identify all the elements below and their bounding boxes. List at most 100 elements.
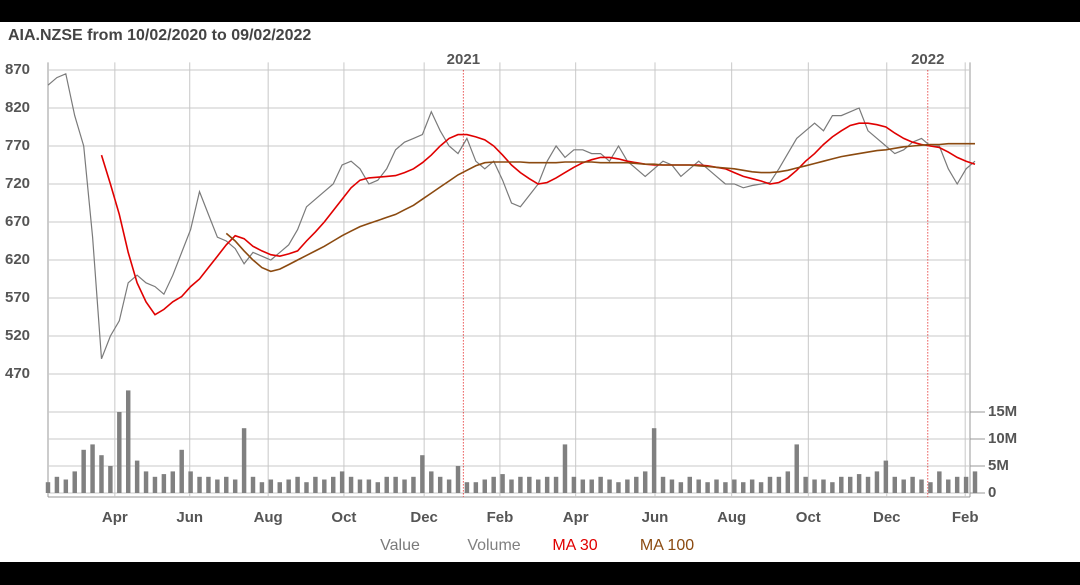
volume-bar xyxy=(188,471,193,493)
x-tick-label: Apr xyxy=(102,509,128,526)
x-tick-label: Apr xyxy=(563,509,589,526)
volume-bar xyxy=(500,474,505,493)
volume-bar xyxy=(375,482,381,493)
volume-bar xyxy=(446,479,452,493)
volume-bar xyxy=(72,471,77,493)
volume-bar xyxy=(152,476,158,493)
volume-bar xyxy=(580,479,586,493)
y-tick-label: 670 xyxy=(5,213,30,230)
volume-bar xyxy=(687,476,692,493)
year-label: 2022 xyxy=(911,51,944,68)
volume-bar xyxy=(357,479,363,493)
volume-bar xyxy=(660,476,666,493)
volume-bar xyxy=(954,476,960,493)
y-tick-label: 720 xyxy=(5,175,30,192)
volume-bar xyxy=(339,471,345,493)
volume-bar xyxy=(108,466,113,493)
x-tick-label: Jun xyxy=(642,509,669,526)
volume-bar xyxy=(268,479,274,493)
volume-bar xyxy=(830,482,835,493)
volume-bar xyxy=(946,479,951,493)
volume-bar xyxy=(179,449,184,493)
volume-bar xyxy=(669,479,675,493)
volume-bar xyxy=(366,479,372,493)
volume-bar xyxy=(197,476,202,493)
volume-bar xyxy=(117,412,122,493)
legend-entry: Volume xyxy=(467,537,520,554)
volume-bar xyxy=(170,471,176,493)
volume-bar xyxy=(963,476,969,493)
volume-bar xyxy=(812,479,817,493)
volume-bar xyxy=(331,476,336,493)
volume-bar xyxy=(473,482,479,493)
volume-bar xyxy=(393,476,398,493)
volume-bar xyxy=(429,471,434,493)
x-tick-label: Dec xyxy=(873,509,901,526)
volume-bar xyxy=(224,476,229,493)
volume-bar xyxy=(651,428,657,493)
volume-bar xyxy=(865,476,871,493)
volume-bar xyxy=(749,479,755,493)
volume-bar xyxy=(678,482,684,493)
volume-bar xyxy=(803,476,808,493)
volume-bar xyxy=(892,476,898,493)
volume-bar xyxy=(63,479,69,493)
y-tick-label: 520 xyxy=(5,327,30,344)
volume-bar xyxy=(161,474,167,493)
volume-bar xyxy=(45,482,51,493)
volume-bar xyxy=(571,476,577,493)
volume-bar xyxy=(874,471,880,493)
volume-bar xyxy=(741,482,746,493)
volume-bar xyxy=(232,479,238,493)
volume-bar xyxy=(785,471,791,493)
volume-bar xyxy=(928,482,933,493)
y2-tick-label: 15M xyxy=(988,403,1017,420)
x-tick-label: Feb xyxy=(487,509,514,526)
volume-bar xyxy=(901,479,906,493)
x-tick-label: Aug xyxy=(717,509,746,526)
volume-bar xyxy=(295,476,300,493)
volume-bar xyxy=(215,479,220,493)
series-line xyxy=(225,142,975,273)
volume-bar xyxy=(241,428,247,493)
y-tick-label: 820 xyxy=(5,99,30,116)
volume-bar xyxy=(81,449,86,493)
volume-bar xyxy=(919,479,924,493)
volume-bar xyxy=(972,471,978,493)
volume-bar xyxy=(313,476,318,493)
x-tick-label: Oct xyxy=(331,509,356,526)
volume-bar xyxy=(723,482,728,493)
y2-tick-label: 10M xyxy=(988,430,1017,447)
volume-bar xyxy=(589,479,594,493)
y-tick-label: 870 xyxy=(5,61,30,78)
volume-bar xyxy=(54,476,60,493)
volume-bar xyxy=(758,482,764,493)
series-line xyxy=(47,72,976,360)
volume-bar xyxy=(544,476,550,493)
x-tick-label: Feb xyxy=(952,509,979,526)
volume-bar xyxy=(125,390,131,493)
volume-bar xyxy=(277,482,282,493)
volume-bar xyxy=(143,471,149,493)
y-tick-label: 470 xyxy=(5,365,30,382)
volume-bar xyxy=(634,476,639,493)
volume-bar xyxy=(598,476,603,493)
chart-title: AIA.NZSE from 10/02/2020 to 09/02/2022 xyxy=(8,27,311,44)
volume-bar xyxy=(883,460,889,493)
volume-bar xyxy=(625,479,630,493)
volume-bar xyxy=(856,474,862,493)
volume-bar xyxy=(910,476,915,493)
volume-bar xyxy=(527,476,532,493)
volume-bar xyxy=(847,476,853,493)
volume-bar xyxy=(286,479,291,493)
volume-bar xyxy=(607,479,612,493)
volume-bar xyxy=(348,476,354,493)
volume-bar xyxy=(206,476,211,493)
volume-bar xyxy=(259,482,265,493)
volume-bar xyxy=(696,479,701,493)
volume-bar xyxy=(250,476,256,493)
volume-bar xyxy=(99,455,104,493)
volume-bar xyxy=(518,476,523,493)
volume-bar xyxy=(714,479,719,493)
